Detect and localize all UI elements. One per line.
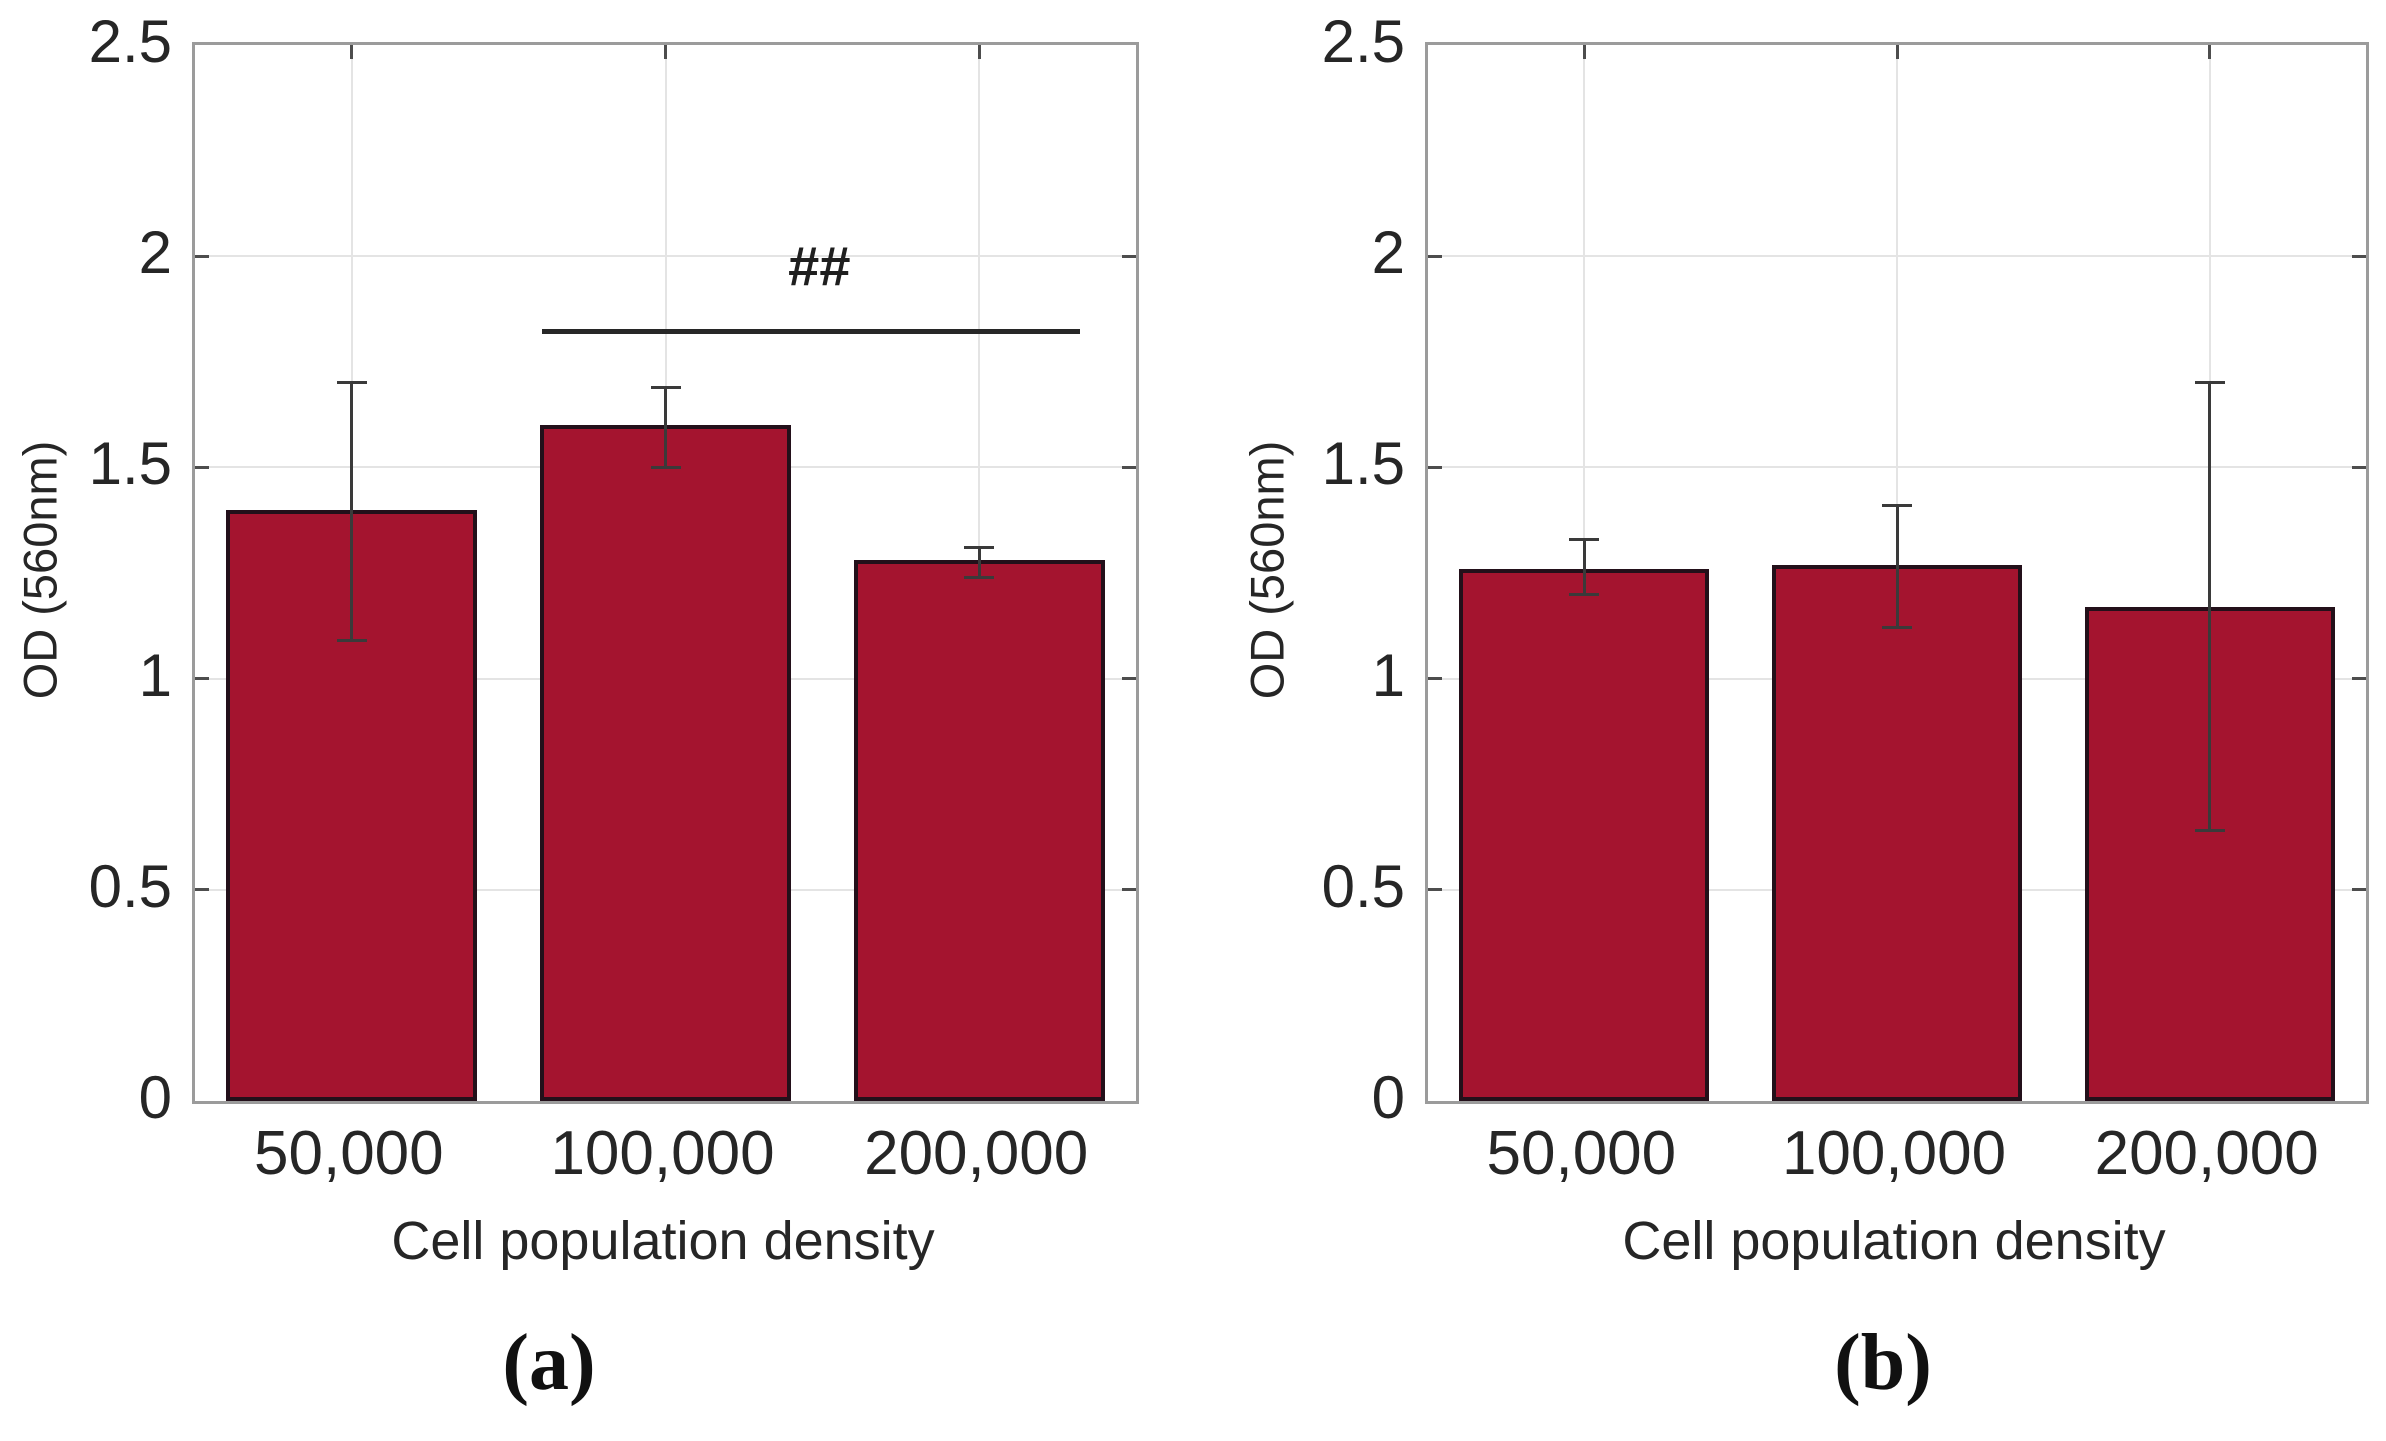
error-bar: [977, 547, 981, 578]
error-bar-cap-top: [336, 381, 367, 385]
error-bar-cap-bottom: [2194, 829, 2225, 833]
error-bar-cap-bottom: [336, 639, 367, 643]
error-bar-cap-top: [1882, 503, 1912, 507]
bar: [2084, 606, 2335, 1101]
y-tick-label: 1.5: [88, 430, 172, 498]
y-tick-mark-right: [2352, 465, 2366, 469]
y-tick-mark-right: [1122, 465, 1136, 469]
x-axis-title-a: Cell population density: [391, 1211, 935, 1271]
error-bar-cap-top: [650, 385, 681, 389]
bar: [1459, 568, 1710, 1101]
error-bar-cap-bottom: [1882, 626, 1912, 630]
plot-area-b: [1425, 42, 2369, 1104]
gridline-vertical: [1583, 45, 1586, 1101]
y-tick-label: 2.5: [1321, 8, 1405, 75]
y-tick-mark-left: [195, 888, 209, 892]
x-axis-title-b: Cell population density: [1622, 1211, 2166, 1271]
plot-area-a: [192, 42, 1139, 1104]
error-bar: [2208, 382, 2212, 831]
y-tick-label: 1.5: [1321, 430, 1405, 498]
y-tick-mark-left: [195, 254, 209, 258]
x-tick-label: 200,000: [864, 1119, 1089, 1188]
gridline-horizontal: [195, 677, 1136, 680]
error-bar-cap-top: [1569, 537, 1600, 541]
panel-caption-a: (a): [502, 1319, 596, 1407]
bar: [1771, 564, 2023, 1101]
y-tick-mark-left: [1428, 888, 1442, 892]
x-tick-label: 50,000: [254, 1119, 444, 1188]
y-tick-label: 1: [1371, 641, 1405, 709]
bar: [226, 509, 478, 1101]
y-tick-mark-right: [1122, 254, 1136, 258]
gridline-horizontal: [1428, 466, 2366, 469]
error-bar-cap-top: [2194, 381, 2225, 385]
y-tick-label: 2: [1371, 219, 1405, 287]
significance-line: [542, 329, 1081, 335]
y-axis-label-b: OD (560nm): [1240, 440, 1294, 700]
gridline-vertical: [2208, 45, 2211, 1101]
x-tick-label: 50,000: [1486, 1119, 1677, 1188]
error-bar: [1582, 539, 1586, 595]
bar: [540, 425, 791, 1101]
y-tick-mark-left: [1428, 254, 1442, 258]
y-tick-mark-right: [2352, 254, 2366, 258]
x-tick-mark-top: [1582, 45, 1586, 59]
x-tick-mark-top: [350, 45, 354, 59]
gridline-horizontal: [195, 255, 1136, 258]
y-tick-mark-right: [1122, 888, 1136, 892]
gridline-vertical: [1896, 45, 1898, 1101]
gridline-horizontal: [1428, 677, 2366, 680]
y-tick-label: 1: [138, 641, 172, 709]
error-bar: [1895, 505, 1899, 628]
gridline-horizontal: [195, 888, 1136, 891]
gridline-horizontal: [1428, 255, 2366, 258]
error-bar-cap-top: [964, 546, 995, 550]
x-tick-label: 200,000: [2094, 1119, 2319, 1188]
significance-label: ##: [788, 234, 851, 298]
y-tick-mark-right: [1122, 677, 1136, 681]
y-tick-mark-left: [1428, 677, 1442, 681]
error-bar: [350, 382, 354, 641]
x-tick-mark-top: [1895, 45, 1899, 59]
error-bar-cap-bottom: [964, 575, 995, 579]
y-tick-mark-right: [2352, 888, 2366, 892]
y-tick-label: 0: [138, 1064, 172, 1131]
y-tick-label: 0.5: [1321, 852, 1405, 920]
panel-caption-b: (b): [1834, 1319, 1932, 1407]
x-tick-mark-top: [2208, 45, 2212, 59]
x-tick-mark-top: [664, 45, 667, 59]
gridline-vertical: [664, 45, 667, 1101]
y-tick-label: 0: [1371, 1064, 1405, 1131]
y-tick-mark-right: [2352, 677, 2366, 681]
error-bar-cap-bottom: [1569, 592, 1600, 596]
error-bar-cap-bottom: [650, 465, 681, 469]
x-tick-mark-top: [977, 45, 981, 59]
y-tick-label: 2: [138, 219, 172, 287]
gridline-horizontal: [1428, 888, 2366, 891]
y-tick-mark-left: [195, 465, 209, 469]
x-tick-label: 100,000: [1781, 1119, 2007, 1188]
gridline-vertical: [978, 45, 981, 1101]
bar: [853, 560, 1105, 1101]
y-tick-mark-left: [195, 677, 209, 681]
error-bar: [664, 387, 667, 468]
y-tick-mark-left: [1428, 465, 1442, 469]
x-tick-label: 100,000: [550, 1119, 775, 1188]
y-tick-label: 0.5: [88, 852, 172, 920]
gridline-vertical: [350, 45, 353, 1101]
gridline-horizontal: [195, 466, 1136, 469]
y-axis-label-a: OD (560nm): [13, 440, 67, 700]
y-tick-label: 2.5: [88, 8, 172, 75]
